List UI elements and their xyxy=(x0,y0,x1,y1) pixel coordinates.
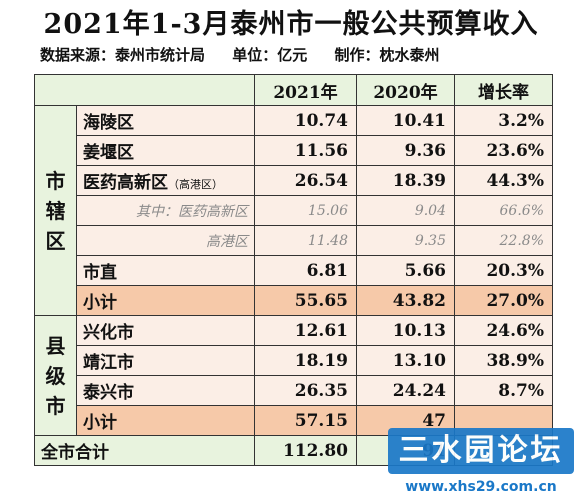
growth-rate: 20.3% xyxy=(454,255,553,286)
growth-rate: 44.3% xyxy=(454,165,553,196)
row-name: 医药高新区（高港区） xyxy=(76,165,255,196)
value-2021: 10.74 xyxy=(254,105,357,136)
value-2020: 9.35 xyxy=(356,225,455,256)
row-name: 姜堰区 xyxy=(76,135,255,166)
table-row: 市直 6.81 5.66 20.3% xyxy=(35,255,553,286)
row-name: 全市合计 xyxy=(34,435,255,466)
group-district: 市 辖 区 xyxy=(34,105,77,316)
value-2021: 18.19 xyxy=(254,345,357,376)
row-name: 小计 xyxy=(76,285,255,316)
page-title: 2021年1-3月泰州市一般公共预算收入 xyxy=(43,9,539,40)
value-2021: 26.35 xyxy=(254,375,357,406)
value-2021: 12.61 xyxy=(254,315,357,346)
table-row-sub: 其中：医药高新区 15.06 9.04 66.6% xyxy=(35,195,553,226)
growth-rate: 8.7% xyxy=(454,375,553,406)
table-header-row: 2021年 2020年 增长率 xyxy=(34,74,553,106)
row-name-text: 医药高新区 xyxy=(83,173,168,193)
row-name: 其中：医药高新区 xyxy=(76,195,255,226)
value-2021: 11.48 xyxy=(254,225,357,256)
watermark-url: www.xhs29.com.cn xyxy=(390,476,572,498)
header-blank xyxy=(34,74,255,106)
row-name: 靖江市 xyxy=(76,345,255,376)
row-name: 小计 xyxy=(76,405,255,436)
group-county: 县 级 市 xyxy=(34,315,77,436)
value-2020: 43.82 xyxy=(356,285,455,316)
table-row: 泰兴市 26.35 24.24 8.7% xyxy=(35,375,553,406)
growth-rate: 22.8% xyxy=(454,225,553,256)
table-row: 县 级 市 兴化市 12.61 10.13 24.6% xyxy=(34,315,553,436)
growth-rate: 24.6% xyxy=(454,315,553,346)
value-2020: 13.10 xyxy=(356,345,455,376)
growth-rate: 23.6% xyxy=(454,135,553,166)
value-2020: 24.24 xyxy=(356,375,455,406)
table-row-sub: 高港区 11.48 9.35 22.8% xyxy=(35,225,553,256)
value-2020: 9.04 xyxy=(356,195,455,226)
data-source: 数据来源：泰州市统计局 xyxy=(40,46,206,64)
value-2021: 6.81 xyxy=(254,255,357,286)
value-2021: 11.56 xyxy=(254,135,357,166)
unit-label: 单位：亿元 xyxy=(232,46,308,64)
value-2021: 55.65 xyxy=(254,285,357,316)
growth-rate: 3.2% xyxy=(454,105,553,136)
author-label: 制作：枕水泰州 xyxy=(334,46,440,64)
header-2020: 2020年 xyxy=(356,74,455,106)
group-district-label: 市 辖 区 xyxy=(45,168,66,253)
subtotal-row-district: 小计 55.65 43.82 27.0% xyxy=(35,285,553,316)
value-2020: 10.41 xyxy=(356,105,455,136)
growth-rate: 38.9% xyxy=(454,345,553,376)
row-name: 兴化市 xyxy=(76,315,255,346)
table-row: 姜堰区 11.56 9.36 23.6% xyxy=(35,135,553,166)
value-2020: 18.39 xyxy=(356,165,455,196)
row-name: 海陵区 xyxy=(76,105,255,136)
row-name-note: （高港区） xyxy=(168,178,223,191)
table-row: 靖江市 18.19 13.10 38.9% xyxy=(35,345,553,376)
header-growth: 增长率 xyxy=(454,74,553,106)
watermark-logo: 三水园论坛 xyxy=(388,428,574,474)
group-county-label: 县 级 市 xyxy=(45,333,66,418)
row-name: 高港区 xyxy=(76,225,255,256)
value-2021: 112.80 xyxy=(254,435,357,466)
value-2021: 57.15 xyxy=(254,405,357,436)
table-row: 市 辖 区 海陵区 10.74 10.41 3.2% xyxy=(34,105,553,316)
value-2020: 10.13 xyxy=(356,315,455,346)
value-2021: 26.54 xyxy=(254,165,357,196)
revenue-table: 2021年 2020年 增长率 市 辖 区 海陵区 10.74 10.41 3.… xyxy=(34,74,553,466)
value-2021: 15.06 xyxy=(254,195,357,226)
growth-rate: 66.6% xyxy=(454,195,553,226)
subtitle-bar: 数据来源：泰州市统计局 单位：亿元 制作：枕水泰州 xyxy=(40,44,560,65)
row-name: 泰兴市 xyxy=(76,375,255,406)
watermark-logo-text: 三水园论坛 xyxy=(398,433,564,468)
value-2020: 9.36 xyxy=(356,135,455,166)
growth-rate: 27.0% xyxy=(454,285,553,316)
row-name: 市直 xyxy=(76,255,255,286)
header-2021: 2021年 xyxy=(254,74,357,106)
value-2020: 5.66 xyxy=(356,255,455,286)
table-row: 医药高新区（高港区） 26.54 18.39 44.3% xyxy=(35,165,553,196)
